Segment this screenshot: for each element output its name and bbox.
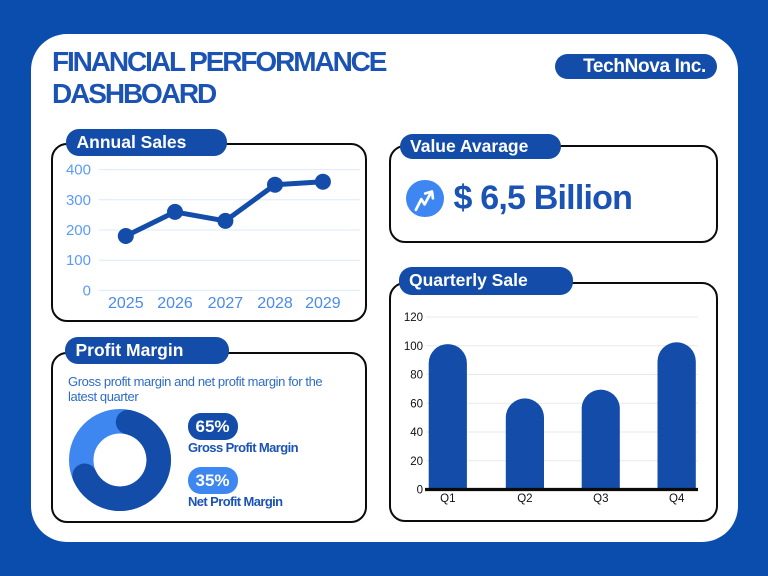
svg-text:2028: 2028 xyxy=(257,295,293,312)
svg-text:20: 20 xyxy=(410,456,423,468)
svg-text:Q1: Q1 xyxy=(440,493,455,505)
svg-text:300: 300 xyxy=(66,192,91,209)
svg-text:Q2: Q2 xyxy=(517,493,532,505)
svg-text:40: 40 xyxy=(410,427,423,439)
svg-text:0: 0 xyxy=(417,485,423,497)
svg-text:200: 200 xyxy=(66,222,91,239)
svg-text:400: 400 xyxy=(66,162,91,179)
svg-text:Q4: Q4 xyxy=(669,493,685,505)
svg-text:60: 60 xyxy=(410,398,423,410)
svg-text:0: 0 xyxy=(83,282,91,299)
svg-text:Q3: Q3 xyxy=(593,493,608,505)
svg-text:120: 120 xyxy=(404,312,423,324)
svg-text:2027: 2027 xyxy=(208,295,244,312)
svg-text:2029: 2029 xyxy=(305,295,341,312)
svg-text:2026: 2026 xyxy=(157,295,193,312)
svg-text:100: 100 xyxy=(404,341,423,353)
svg-text:80: 80 xyxy=(410,370,423,382)
svg-text:2025: 2025 xyxy=(108,295,144,312)
svg-text:100: 100 xyxy=(66,252,91,269)
